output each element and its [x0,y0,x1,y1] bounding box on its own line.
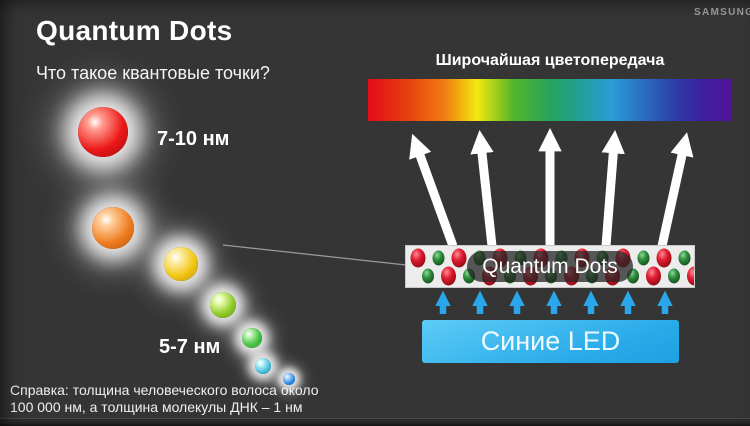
size-label-small: 5-7 нм [159,336,221,358]
footnote: Справка: толщина человеческого волоса ок… [10,382,319,416]
green-quantum-dot [668,268,680,284]
orange-dot [92,207,134,249]
page-title: Quantum Dots [36,15,233,46]
blue-led-arrows-group [435,290,673,314]
emission-arrow-icon [601,130,625,247]
spectrum-gradient-bar [368,79,732,121]
quantum-dots-strip: Quantum Dots [405,245,695,288]
red-quantum-dot [451,248,467,268]
red-quantum-dot [656,248,672,268]
samsung-logo: SAMSUNG [694,7,750,18]
yellow-dot [164,247,198,281]
subtitle-question: Что такое квантовые точки? [36,63,270,83]
quantum-dots-label: Quantum Dots [482,254,618,278]
red-quantum-dot [687,266,694,286]
pointer-line [222,244,407,266]
blue-dot [283,373,295,385]
blue-led-box: Синие LED [422,320,679,363]
green-dot [242,328,262,348]
green-quantum-dot [678,250,691,266]
footnote-line-1: Справка: толщина человеческого волоса ок… [10,382,319,398]
spectrum-heading: Широчайшая цветопередача [435,52,665,69]
quantum-dots-label-pill: Quantum Dots [467,251,633,282]
green-quantum-dot [432,250,445,266]
red-quantum-dot [410,248,426,268]
size-label-large: 7-10 нм [157,128,230,150]
slide-bottom-edge [0,418,750,426]
green-quantum-dot [637,250,650,266]
green-quantum-dot [422,268,434,284]
yellowgreen-dot [210,292,236,318]
emission-arrow-icon [409,133,458,248]
red-quantum-dot [646,266,661,286]
emission-arrow-icon [657,132,694,247]
red-dot [78,107,128,157]
red-quantum-dot [441,266,456,286]
blue-led-label: Синие LED [480,326,621,356]
emission-arrow-icon [470,130,497,247]
footnote-line-2: 100 000 нм, а толщина молекулы ДНК – 1 н… [10,399,303,415]
cyan-dot [255,358,271,374]
emission-arrows-group [409,127,694,248]
